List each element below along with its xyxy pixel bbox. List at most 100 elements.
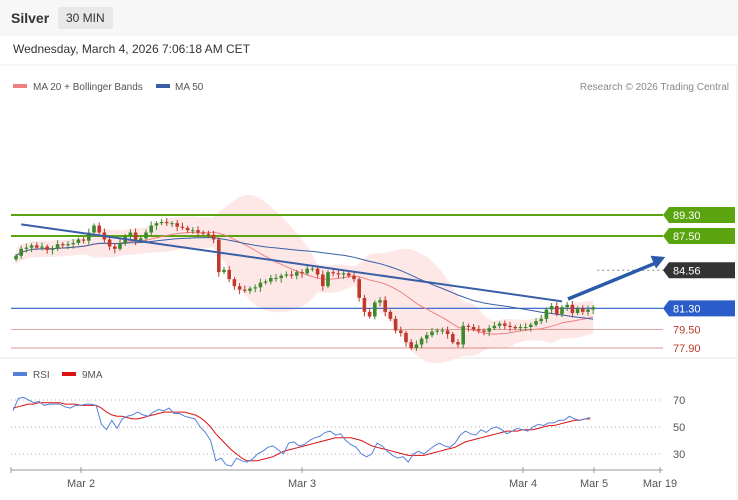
price-label: 79.50 — [673, 324, 701, 336]
candle — [113, 243, 117, 254]
candle-body — [175, 223, 179, 227]
rsi-line — [12, 396, 591, 467]
candle-body — [128, 232, 133, 236]
candle-body — [40, 246, 44, 248]
candle-body — [440, 330, 445, 332]
chart-datetime: Wednesday, March 4, 2026 7:06:18 AM CET — [13, 42, 251, 56]
candle — [336, 269, 341, 279]
candle — [295, 270, 299, 280]
candle — [362, 294, 367, 317]
candle — [222, 266, 226, 275]
price-tag-text: 84.56 — [673, 265, 701, 277]
candle-body — [289, 274, 294, 276]
candle — [451, 331, 455, 345]
candle — [196, 226, 200, 238]
candle-body — [451, 334, 455, 343]
ma20-legend-label: MA 20 + Bollinger Bands — [33, 82, 143, 93]
candle — [76, 237, 81, 246]
candle-body — [310, 268, 315, 270]
candle-body — [61, 244, 65, 246]
x-tick-label: Mar 5 — [580, 478, 608, 490]
candle — [471, 323, 476, 332]
candle — [492, 321, 497, 331]
x-tick-label: Mar 19 — [643, 478, 677, 490]
candle — [560, 305, 564, 318]
candle — [341, 271, 346, 280]
rsi-legend-label: RSI — [33, 370, 50, 381]
candle — [544, 307, 549, 323]
candle-body — [435, 330, 439, 332]
candle-body — [118, 243, 122, 249]
candle — [206, 230, 211, 238]
candle — [378, 297, 382, 307]
candle-body — [570, 304, 575, 313]
timeframe-button[interactable]: 30 MIN — [58, 7, 113, 29]
candle — [45, 244, 49, 254]
candle — [19, 245, 23, 259]
x-tick-label: Mar 3 — [288, 478, 316, 490]
candle-body — [133, 232, 138, 241]
forecast-arrow-head — [650, 255, 666, 269]
candle — [373, 300, 377, 320]
candle — [29, 243, 34, 253]
resistance-price-tag: 89.30 — [663, 207, 735, 223]
candle — [367, 307, 372, 319]
candle-body — [575, 308, 580, 313]
candle — [284, 271, 289, 278]
candle-body — [154, 223, 159, 226]
candle — [315, 265, 320, 279]
candle-body — [201, 232, 205, 234]
price-tag-text: 87.50 — [673, 231, 701, 243]
candle — [274, 274, 278, 282]
ma50-legend-label: MA 50 — [175, 82, 204, 93]
candle-body — [300, 272, 304, 274]
candle-body — [326, 272, 330, 287]
candle-body — [50, 248, 55, 250]
candle — [40, 242, 44, 251]
candle — [66, 241, 70, 250]
candle — [321, 270, 325, 291]
candle-body — [393, 318, 398, 331]
candle — [185, 225, 190, 234]
candle — [253, 284, 257, 293]
candle-body — [19, 248, 23, 256]
candle-body — [581, 308, 585, 312]
candle — [482, 328, 486, 336]
candle-body — [487, 328, 491, 332]
candle — [175, 220, 179, 232]
candle-body — [165, 222, 169, 224]
candle-body — [383, 300, 387, 312]
candle-body — [430, 331, 434, 336]
candle-body — [321, 274, 325, 287]
candle-body — [529, 324, 533, 327]
candle-body — [591, 307, 595, 310]
candle-body — [471, 327, 476, 330]
candle — [170, 221, 174, 227]
candle — [445, 326, 450, 339]
candle-body — [97, 225, 101, 233]
candle-body — [539, 318, 543, 322]
candle-body — [445, 330, 450, 334]
candle — [300, 269, 304, 278]
candle — [513, 324, 517, 331]
candle-body — [425, 335, 429, 339]
candle — [352, 271, 356, 283]
candle — [518, 323, 523, 332]
candle-body — [227, 269, 231, 280]
candle — [81, 236, 86, 244]
resistance-price-tag: 87.50 — [663, 228, 735, 244]
price-tag-text: 77.90 — [673, 343, 701, 355]
candle — [430, 327, 434, 338]
candle — [357, 277, 361, 302]
candle — [404, 330, 408, 347]
candle — [419, 336, 424, 349]
candle-body — [456, 342, 460, 345]
candle-body — [362, 297, 367, 312]
candle-body — [341, 273, 346, 275]
candle — [409, 339, 413, 351]
price-tag-background — [663, 228, 735, 244]
candle-body — [523, 327, 528, 328]
candle — [50, 245, 55, 255]
candle-body — [29, 245, 34, 248]
rsi-level-label: 70 — [673, 395, 685, 407]
